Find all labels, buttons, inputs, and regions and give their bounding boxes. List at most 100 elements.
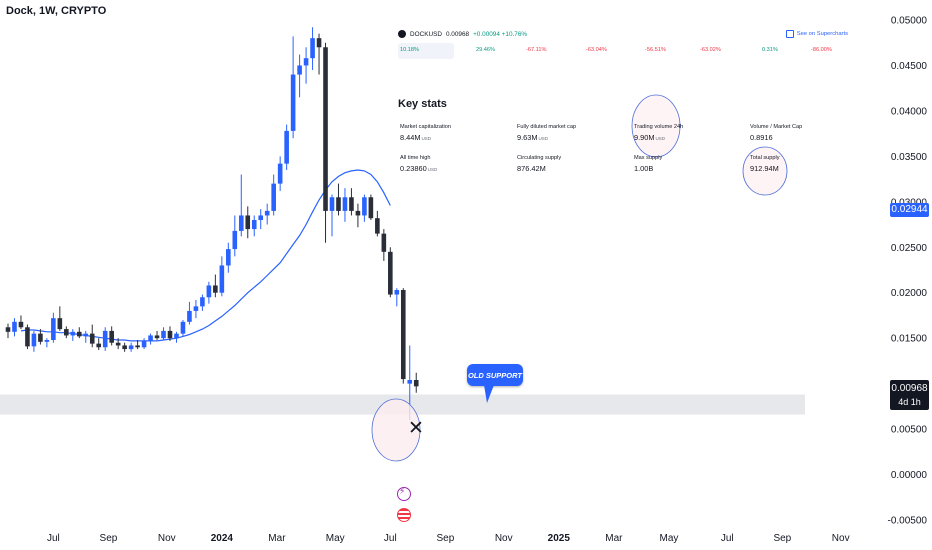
candle-body[interactable]: [284, 130, 289, 164]
candle-body[interactable]: [303, 58, 309, 66]
performance-value[interactable]: -56.51%: [645, 47, 666, 53]
candle-body[interactable]: [161, 330, 166, 339]
candle-body[interactable]: [44, 340, 50, 342]
candle-body[interactable]: [277, 163, 283, 184]
time-tick-label: Nov: [495, 533, 513, 544]
candle-body[interactable]: [187, 310, 192, 322]
candle-body[interactable]: [336, 197, 341, 211]
candle-body[interactable]: [413, 380, 419, 387]
candle-body[interactable]: [310, 38, 315, 59]
candle-body[interactable]: [148, 335, 153, 341]
candle-body[interactable]: [290, 74, 296, 131]
candle-body[interactable]: [245, 215, 251, 230]
price-axis[interactable]: 0.05000 0.04500 0.04000 0.03500 0.03000 0.025…: [888, 16, 928, 527]
key-stat-label: Total supply: [750, 155, 780, 161]
candle-body[interactable]: [388, 251, 393, 295]
performance-value[interactable]: -63.02%: [700, 47, 721, 53]
candle-body[interactable]: [297, 65, 302, 75]
highlight-circle-wick: [371, 398, 421, 462]
candle-body[interactable]: [5, 327, 11, 332]
candle-body[interactable]: [271, 183, 276, 211]
candle-body[interactable]: [141, 340, 147, 348]
candle-body[interactable]: [213, 285, 218, 293]
candle-body[interactable]: [18, 321, 24, 328]
candle-body[interactable]: [264, 210, 270, 216]
lightning-event-icon[interactable]: [397, 486, 411, 501]
candle-body[interactable]: [76, 331, 82, 337]
candle-body[interactable]: [200, 297, 205, 307]
price-tick-label: 0.03000: [891, 197, 928, 208]
key-stat-number: 0.8916: [750, 133, 773, 142]
bar-countdown: 4d 1h: [898, 397, 921, 407]
key-stat-unit: USD: [421, 136, 432, 141]
candle-body[interactable]: [329, 197, 335, 211]
candle-body[interactable]: [323, 47, 328, 211]
moving-average-layer: [20, 169, 391, 342]
candle-body[interactable]: [109, 330, 114, 343]
candle-body[interactable]: [64, 329, 69, 336]
candle-body[interactable]: [251, 220, 257, 230]
candle-body[interactable]: [154, 335, 160, 339]
candle-body[interactable]: [25, 327, 30, 347]
candle-body[interactable]: [232, 230, 238, 250]
candle-body[interactable]: [12, 321, 17, 332]
highlight-circle-supply: [742, 146, 788, 196]
candle-body[interactable]: [57, 318, 63, 330]
candle-body[interactable]: [226, 249, 231, 266]
ma-value-badge: 0.02944: [890, 203, 929, 217]
performance-value[interactable]: 10.18%: [400, 47, 419, 53]
price-tick-label: -0.00500: [888, 516, 928, 527]
candles-layer[interactable]: [5, 27, 419, 420]
candle-body[interactable]: [83, 333, 89, 337]
key-stat-unit: USD: [655, 136, 666, 141]
candle-body[interactable]: [368, 197, 374, 219]
candle-body[interactable]: [394, 290, 400, 295]
candle-body[interactable]: [193, 306, 199, 311]
performance-value[interactable]: 29.46%: [476, 47, 495, 53]
last-price-value: 0.00968: [891, 383, 928, 394]
price-tick-label: 0.02500: [891, 243, 928, 254]
candle-body[interactable]: [400, 290, 406, 380]
candle-body[interactable]: [122, 345, 127, 350]
performance-value[interactable]: -63.04%: [586, 47, 607, 53]
candle-body[interactable]: [89, 333, 95, 344]
price-tick-label: 0.01500: [891, 334, 928, 345]
symbol-header[interactable]: DOCKUSD 0.00968 +0.00094 +10.76%: [398, 30, 527, 38]
candle-body[interactable]: [174, 333, 179, 339]
supercharts-link[interactable]: See on Supercharts: [785, 30, 848, 38]
candle-body[interactable]: [258, 215, 264, 220]
candle-body[interactable]: [349, 197, 354, 211]
candle-body[interactable]: [51, 318, 56, 340]
candle-body[interactable]: [180, 321, 186, 334]
candle-body[interactable]: [70, 331, 76, 336]
candle-body[interactable]: [342, 197, 348, 211]
candle-body[interactable]: [219, 265, 225, 293]
candle-body[interactable]: [316, 38, 322, 48]
candle-body[interactable]: [31, 333, 37, 347]
candle-body[interactable]: [167, 330, 173, 339]
candle-body[interactable]: [96, 343, 102, 348]
performance-value[interactable]: -67.11%: [526, 47, 547, 53]
candle-body[interactable]: [381, 233, 387, 252]
candle-body[interactable]: [115, 342, 121, 346]
us-flag-event-icon[interactable]: [397, 508, 411, 522]
time-tick-label: Jul: [721, 533, 734, 544]
key-stat-number: 9.90M: [634, 133, 655, 142]
candle-body[interactable]: [128, 345, 134, 350]
candle-body[interactable]: [362, 197, 367, 216]
candle-body[interactable]: [206, 285, 212, 298]
performance-value[interactable]: 0.31%: [762, 47, 778, 53]
candle-body[interactable]: [135, 345, 140, 348]
candle-body[interactable]: [355, 210, 361, 216]
key-stat-value: 876.42M: [517, 164, 561, 173]
key-stat-label: Fully diluted market cap: [517, 124, 577, 130]
performance-highlight: [398, 43, 454, 59]
candle-body[interactable]: [102, 330, 108, 348]
candle-body[interactable]: [375, 218, 380, 234]
candle-body[interactable]: [407, 380, 413, 384]
candle-body[interactable]: [238, 215, 244, 231]
time-axis[interactable]: Jul Sep Nov 2024 Mar May Jul Sep Nov 2025 Mar May Ju…: [47, 533, 850, 544]
performance-value[interactable]: -86.00%: [811, 47, 832, 53]
candle-body[interactable]: [38, 333, 43, 342]
